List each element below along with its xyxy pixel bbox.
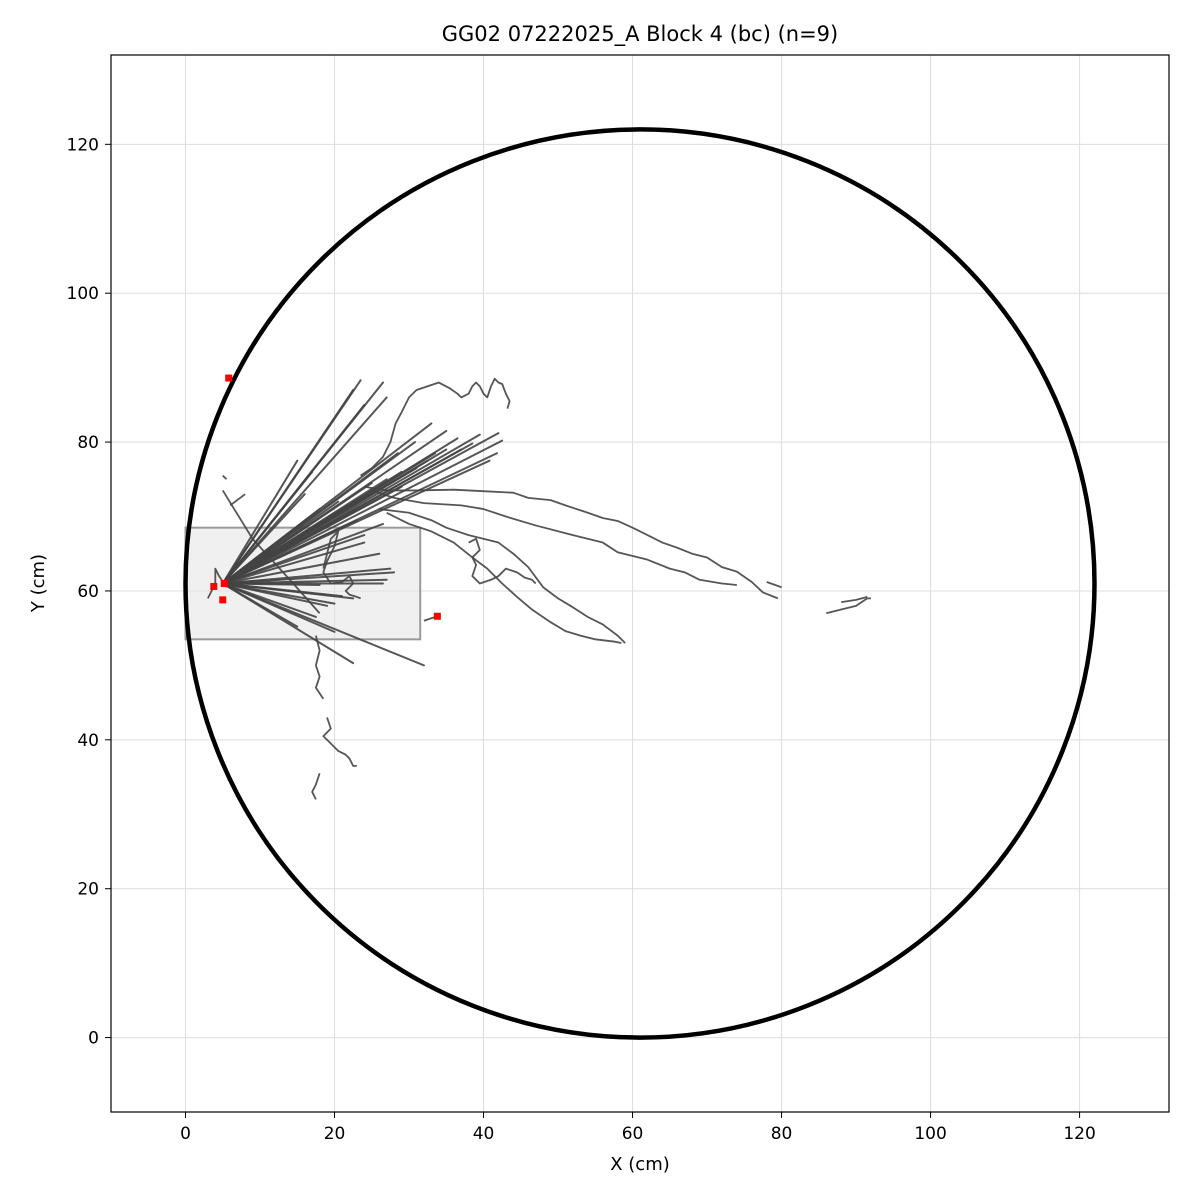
trajectory-segment bbox=[221, 534, 366, 585]
trajectory-segment bbox=[221, 519, 358, 585]
trajectory-segment bbox=[221, 582, 425, 667]
trajectory-path bbox=[360, 377, 511, 477]
x-axis-label: X (cm) bbox=[610, 1154, 670, 1175]
trajectory-path bbox=[322, 717, 357, 767]
y-tick-label: 40 bbox=[77, 731, 99, 751]
y-tick-label: 120 bbox=[67, 135, 99, 155]
trajectory-path bbox=[311, 773, 321, 800]
trajectory-path bbox=[371, 489, 737, 586]
chart-title: GG02 07222025_A Block 4 (bc) (n=9) bbox=[442, 22, 838, 47]
trajectory-segment bbox=[221, 582, 343, 598]
trajectory-path bbox=[322, 530, 361, 600]
trajectory-segment bbox=[221, 388, 355, 585]
endpoint-marker bbox=[433, 612, 441, 620]
trajectory-segment bbox=[221, 571, 396, 585]
endpoint-marker bbox=[219, 596, 227, 604]
trajectory-path bbox=[221, 489, 321, 614]
trajectory-segment bbox=[221, 493, 306, 585]
trajectory-segment bbox=[221, 582, 355, 665]
trajectory-path bbox=[386, 511, 622, 644]
y-tick-label: 20 bbox=[77, 880, 99, 900]
trajectory-segment bbox=[221, 439, 504, 585]
trajectory-path bbox=[766, 581, 782, 589]
trajectory-path bbox=[826, 597, 871, 615]
endpoint-marker bbox=[220, 580, 228, 587]
x-tick-label: 120 bbox=[1063, 1124, 1095, 1144]
trajectory-segment bbox=[221, 452, 399, 585]
x-tick-label: 80 bbox=[771, 1124, 793, 1144]
trajectory-path bbox=[364, 485, 779, 600]
trajectory-path bbox=[229, 493, 246, 507]
trajectory-path bbox=[314, 635, 325, 700]
trajectory-segment bbox=[221, 541, 366, 585]
trajectory-segment bbox=[221, 582, 321, 586]
endpoint-marker bbox=[225, 374, 233, 382]
x-axis-ticks: 0 20 40 60 80 100 120 bbox=[180, 1112, 1096, 1144]
x-tick-label: 0 bbox=[180, 1124, 191, 1144]
y-axis-label: Y (cm) bbox=[28, 554, 49, 613]
y-tick-label: 0 bbox=[88, 1029, 99, 1049]
x-tick-label: 60 bbox=[622, 1124, 644, 1144]
trajectory-path bbox=[423, 616, 436, 622]
endpoints bbox=[210, 374, 441, 620]
arena-boundary bbox=[183, 127, 1097, 1040]
x-tick-label: 20 bbox=[324, 1124, 346, 1144]
trajectory-path bbox=[841, 596, 868, 603]
arena-circle bbox=[183, 127, 1097, 1040]
y-tick-label: 60 bbox=[77, 582, 99, 602]
y-tick-label: 100 bbox=[67, 284, 99, 304]
trajectories bbox=[207, 377, 871, 800]
plot-frame bbox=[110, 54, 1170, 1113]
trajectory-segment bbox=[221, 470, 314, 585]
x-tick-label: 100 bbox=[914, 1124, 946, 1144]
trajectory-path bbox=[379, 508, 626, 644]
trajectory-path bbox=[222, 474, 228, 480]
trajectory-path bbox=[468, 537, 537, 585]
y-tick-label: 80 bbox=[77, 433, 99, 453]
trajectory-segment bbox=[221, 485, 403, 585]
trajectory-segment bbox=[221, 459, 299, 585]
trajectory-segment bbox=[221, 552, 381, 585]
endpoint-marker bbox=[210, 582, 218, 590]
x-tick-label: 40 bbox=[473, 1124, 495, 1144]
y-axis-ticks: 0 20 40 60 80 100 120 bbox=[67, 135, 111, 1049]
